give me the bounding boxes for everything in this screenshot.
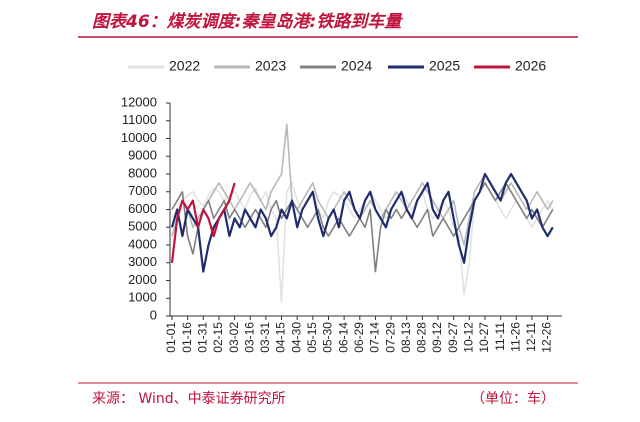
series-line (170, 182, 236, 263)
series-line (171, 182, 554, 273)
unit: （单位：车） (471, 390, 555, 407)
x-tick-label: 03-02 (227, 322, 241, 353)
x-tick-label: 06-14 (336, 322, 350, 353)
x-tick-label: 06-29 (352, 322, 366, 353)
legend-label: 2023 (255, 58, 286, 74)
x-tick-label: 05-30 (321, 322, 335, 353)
y-tick-label: 2000 (128, 272, 157, 287)
x-tick-label: 10-12 (461, 322, 475, 353)
y-tick-label: 11000 (122, 112, 157, 127)
y-tick-label: 4000 (128, 236, 157, 251)
legend-label: 2026 (515, 58, 546, 74)
x-tick-label: 12-26 (540, 322, 554, 353)
x-tick-label: 12-11 (524, 322, 538, 352)
y-tick-label: 7000 (128, 183, 157, 198)
x-tick-label: 01-31 (195, 322, 209, 353)
y-tick-label: 6000 (128, 201, 157, 216)
x-tick-label: 03-16 (242, 322, 256, 353)
x-tick-label: 08-28 (415, 322, 429, 353)
x-tick-label: 11-26 (508, 322, 522, 352)
legend-label: 2024 (341, 58, 372, 74)
y-tick-label: 8000 (128, 165, 157, 180)
x-tick-label: 04-30 (289, 322, 303, 353)
y-tick-label: 10000 (121, 130, 157, 145)
x-tick-label: 05-15 (305, 322, 319, 353)
x-tick-label: 01-01 (164, 322, 178, 353)
y-tick-label: 1000 (128, 290, 157, 305)
x-tick-label: 04-15 (274, 322, 288, 353)
source: 来源： Wind、中泰证券研究所 (92, 391, 286, 407)
x-tick-label: 07-29 (383, 322, 397, 353)
x-tick-label: 03-31 (258, 322, 272, 353)
x-tick-label: 09-27 (446, 322, 460, 353)
series-line (170, 172, 554, 273)
series-line (171, 123, 554, 246)
x-tick-label: 07-14 (368, 322, 382, 353)
y-tick-label: 5000 (128, 219, 157, 234)
x-tick-label: 10-27 (477, 322, 491, 353)
x-tick-label: 01-16 (180, 322, 194, 353)
legend-label: 2025 (429, 58, 460, 74)
chart-title: 图表46：煤炭调度:秦皇岛港:铁路到车量 (92, 12, 403, 32)
y-tick-label: 12000 (121, 94, 157, 109)
x-tick-label: 02-15 (211, 322, 225, 353)
y-tick-label: 3000 (128, 254, 157, 269)
x-tick-label: 11-11 (493, 322, 507, 351)
x-tick-label: 09-12 (430, 322, 444, 353)
y-tick-label: 9000 (128, 148, 157, 163)
legend-label: 2022 (169, 58, 200, 74)
y-tick-label: 0 (150, 307, 157, 322)
x-tick-label: 08-13 (399, 322, 413, 353)
